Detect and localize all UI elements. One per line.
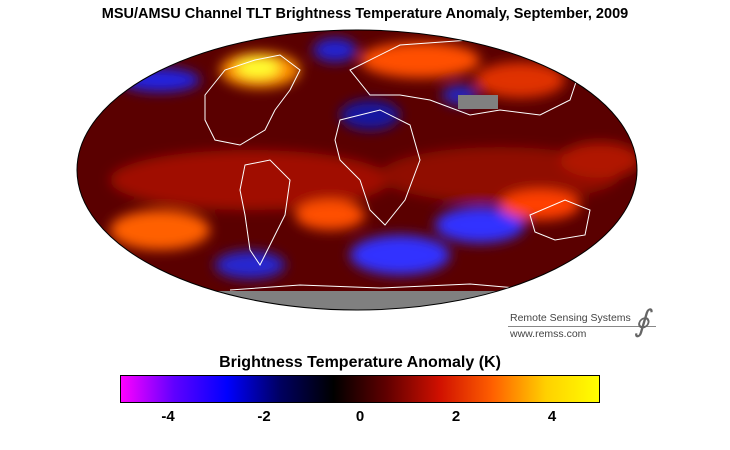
no-data-himalaya (458, 95, 498, 109)
anomaly-patch (380, 147, 620, 203)
map-title: MSU/AMSU Channel TLT Brightness Temperat… (101, 6, 629, 22)
coast-antarctica (229, 283, 541, 291)
coast-south-america (239, 159, 291, 266)
coast-north-america (204, 54, 301, 146)
coast-africa (334, 109, 421, 226)
anomaly-patch (120, 68, 200, 92)
colorbar-tick-label: 2 (451, 408, 461, 425)
anomaly-patch (560, 142, 637, 178)
anomaly-patch (350, 235, 450, 275)
credit-url: www.remss.com (510, 328, 587, 340)
anomaly-patch (500, 190, 580, 220)
anomaly-patch (475, 62, 565, 98)
colorbar-tick-label: 0 (355, 408, 365, 425)
anomaly-patch (110, 210, 210, 250)
anomaly-patch (435, 207, 525, 243)
anomaly-field (77, 30, 637, 310)
colorbar-tick-label: -4 (161, 408, 175, 425)
no-data-antarctica (200, 291, 560, 310)
anomaly-patch (295, 200, 365, 230)
rss-credit: Remote Sensing Systems www.remss.com ∮ (508, 304, 658, 352)
anomaly-patch (313, 38, 357, 62)
anomaly-patch (110, 150, 390, 210)
credit-divider (508, 326, 656, 327)
anomaly-patch (360, 42, 480, 78)
rss-integral-logo-icon: ∮ (634, 304, 650, 339)
anomaly-patch (340, 100, 400, 130)
credit-name: Remote Sensing Systems (510, 312, 631, 324)
colorbar-tick-label: -2 (257, 408, 271, 425)
anomaly-patch (236, 58, 280, 78)
globe-outline (76, 29, 638, 311)
colorbar-label: Brightness Temperature Anomaly (K) (219, 354, 501, 371)
coast-australia (529, 199, 591, 241)
anomaly-patch (215, 251, 285, 279)
colorbar (120, 375, 600, 403)
colorbar-tick-label: 4 (547, 408, 557, 425)
